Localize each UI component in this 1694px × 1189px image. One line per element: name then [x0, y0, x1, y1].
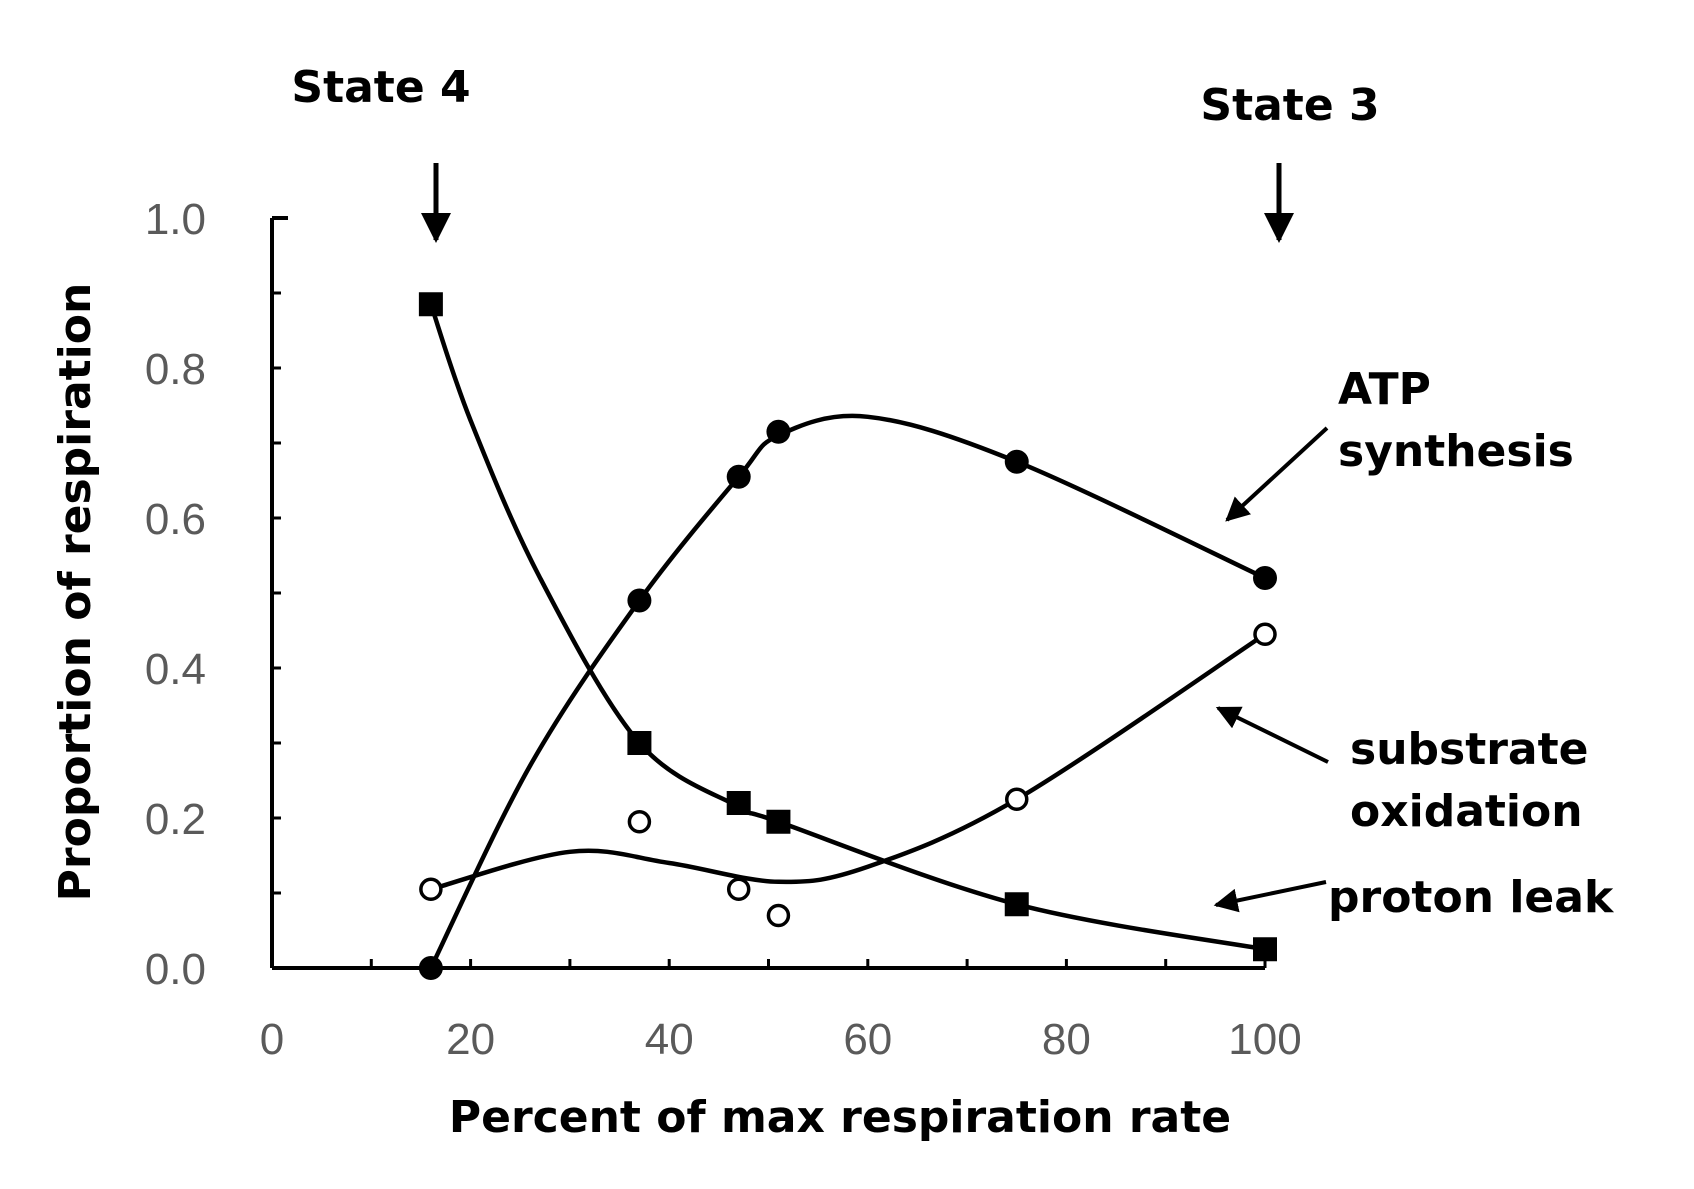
data-point-atp	[418, 956, 443, 980]
data-point-leak	[1253, 937, 1277, 962]
data-point-substrate	[419, 877, 443, 901]
data-point-leak	[627, 731, 652, 755]
y-tick-label: 0.6	[145, 495, 206, 544]
x-axis-title: Percent of max respiration rate	[449, 1092, 1231, 1143]
substrate-oxidation-label-line2: oxidation	[1350, 786, 1583, 837]
x-tick-label: 0	[260, 1015, 284, 1064]
data-point-substrate	[766, 903, 791, 928]
axis-ticks	[270, 216, 1267, 970]
data-point-atp	[726, 464, 751, 489]
x-tick-label: 20	[446, 1015, 495, 1064]
series-line-atp	[428, 413, 1266, 969]
y-tick-label: 0.4	[145, 645, 206, 694]
substrate-oxidation-label-line1: substrate	[1350, 724, 1589, 775]
series-substrate	[419, 622, 1277, 928]
proton-leak-label: proton leak	[1328, 872, 1615, 923]
x-tick-label: 60	[843, 1015, 892, 1064]
state-4-label: State 4	[291, 62, 470, 113]
axis-tick-labels: 0 20 40 60 80 100 0.0 0.2 0.4 0.6 0.8 1.0	[145, 195, 1302, 1064]
data-point-substrate	[726, 877, 751, 901]
atp-synthesis-arrow	[1225, 426, 1329, 522]
data-point-leak	[766, 809, 791, 834]
atp-synthesis-label-line1: ATP	[1338, 364, 1431, 415]
y-axis-title: Proportion of respiration	[50, 283, 101, 902]
x-tick-label: 100	[1228, 1015, 1301, 1064]
x-tick-label: 80	[1042, 1015, 1091, 1064]
axes	[270, 218, 1265, 970]
proton-leak-arrow	[1213, 880, 1327, 913]
data-point-atp	[627, 588, 652, 613]
data-point-substrate	[627, 810, 652, 834]
data-point-substrate	[1005, 787, 1029, 811]
atp-synthesis-label-line2: synthesis	[1338, 426, 1574, 477]
series-line-substrate	[430, 632, 1267, 892]
data-point-atp	[1253, 566, 1277, 590]
data-point-substrate	[1253, 622, 1277, 646]
y-tick-label: 0.2	[145, 795, 206, 844]
data-point-atp	[766, 419, 791, 444]
y-tick-label: 1.0	[145, 195, 206, 244]
y-tick-label: 0.0	[145, 945, 206, 994]
state-3-label: State 3	[1200, 80, 1379, 131]
substrate-oxidation-arrow	[1215, 706, 1329, 764]
series-leak	[418, 292, 1277, 962]
series-layer	[418, 292, 1277, 980]
series-atp	[418, 413, 1277, 980]
data-point-leak	[726, 791, 751, 815]
y-tick-label: 0.8	[145, 345, 206, 394]
data-point-leak	[418, 292, 443, 317]
data-point-leak	[1004, 892, 1029, 917]
data-point-atp	[1004, 449, 1029, 474]
x-tick-label: 40	[645, 1015, 694, 1064]
